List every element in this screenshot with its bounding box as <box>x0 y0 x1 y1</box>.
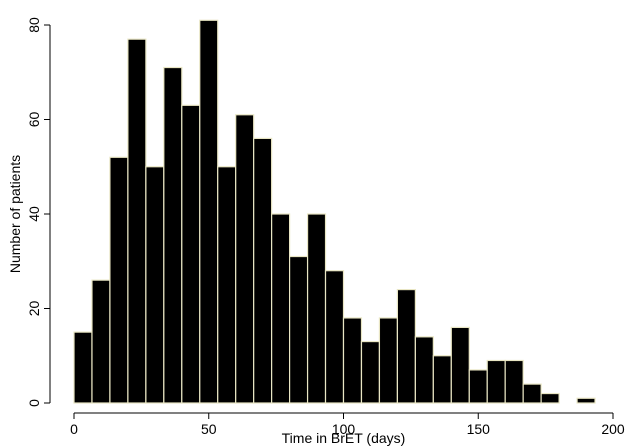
histogram-bar <box>450 326 470 404</box>
histogram-bar <box>324 270 345 404</box>
y-tick-label: 20 <box>26 301 42 317</box>
y-axis-ticks: 0 20 40 60 80 <box>26 17 50 407</box>
x-tick-label: 200 <box>601 421 625 437</box>
y-tick-label: 60 <box>26 112 42 128</box>
x-axis-title: Time in BrET (days) <box>282 430 406 446</box>
histogram-bar <box>378 317 398 404</box>
y-tick-label: 0 <box>26 399 42 407</box>
histogram-bar <box>342 317 363 404</box>
histogram-bar <box>396 289 416 404</box>
histogram-bar <box>414 336 434 404</box>
x-axis-ticks: 0 50 100 150 200 <box>70 413 625 437</box>
histogram-bar <box>486 359 506 404</box>
histogram-bar <box>217 166 237 404</box>
histogram-bar <box>91 279 111 404</box>
histogram-bar <box>145 166 165 404</box>
bars-group <box>73 19 596 404</box>
histogram-bar <box>522 383 542 404</box>
x-tick-label: 0 <box>70 421 78 437</box>
histogram-bar <box>163 66 183 404</box>
histogram-bar <box>289 255 309 404</box>
histogram-bar <box>181 104 201 404</box>
y-axis-title: Number of patients <box>7 155 23 273</box>
histogram-bar <box>306 213 327 404</box>
histogram-bar <box>109 156 129 404</box>
histogram-bar <box>360 340 381 404</box>
y-tick-label: 80 <box>26 17 42 33</box>
histogram-bar <box>127 38 147 404</box>
histogram-bar <box>540 392 560 404</box>
histogram-bar <box>468 369 488 404</box>
y-tick-label: 40 <box>26 206 42 222</box>
histogram-bar <box>504 359 524 404</box>
x-tick-label: 100 <box>332 421 356 437</box>
histogram-bar <box>253 137 273 404</box>
histogram-bar <box>199 19 219 404</box>
x-tick-label: 150 <box>467 421 491 437</box>
histogram-bar <box>432 355 452 404</box>
histogram-bar <box>271 213 291 404</box>
x-tick-label: 50 <box>201 421 217 437</box>
histogram-bar <box>73 331 93 404</box>
histogram-bar <box>576 397 596 404</box>
histogram-bar <box>235 114 255 404</box>
